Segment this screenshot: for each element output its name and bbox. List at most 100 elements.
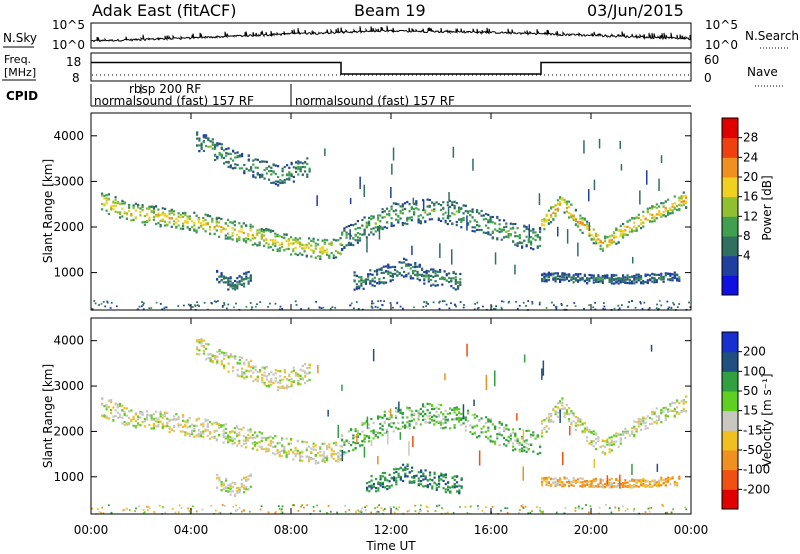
noise-cell	[455, 305, 457, 308]
echo-cell	[646, 281, 649, 284]
streak-cell	[363, 446, 366, 458]
echo-cell	[615, 281, 618, 284]
echo-cell	[263, 177, 266, 180]
echo-cell	[265, 366, 268, 369]
echo-cell	[527, 443, 530, 446]
echo-cell	[198, 339, 201, 342]
echo-cell	[480, 228, 483, 232]
echo-cell	[373, 276, 376, 279]
echo-cell	[588, 480, 591, 483]
echo-cell	[260, 233, 263, 236]
echo-cell	[312, 251, 315, 254]
echo-cell	[238, 222, 241, 225]
echo-cell	[615, 235, 618, 239]
echo-cell	[299, 252, 302, 255]
echo-cell	[615, 278, 618, 281]
noise-cell	[164, 306, 167, 309]
echo-cell	[514, 432, 517, 435]
radar-title: Adak East (fitACF)	[92, 1, 236, 20]
streak-cell	[562, 452, 564, 465]
echo-cell	[453, 204, 456, 207]
echo-cell	[256, 435, 259, 438]
colorbar-tick-label: 28	[743, 131, 758, 145]
noise-cell	[402, 307, 404, 310]
echo-cell	[229, 152, 232, 155]
echo-cell	[216, 360, 219, 364]
echo-cell	[624, 281, 627, 284]
echo-cell	[664, 407, 667, 410]
echo-cell	[417, 482, 420, 485]
echo-cell	[261, 173, 264, 176]
echo-cell	[227, 218, 230, 221]
echo-cell	[279, 379, 282, 382]
echo-cell	[424, 484, 427, 488]
echo-cell	[164, 415, 167, 418]
colorbar-tick-label: 100	[743, 364, 766, 378]
echo-cell	[389, 274, 392, 277]
echo-cell	[328, 254, 331, 257]
noise-cell	[360, 509, 362, 512]
echo-cell	[518, 450, 521, 453]
noise-cell	[648, 307, 651, 309]
echo-cell	[205, 358, 208, 361]
echo-cell	[610, 449, 613, 452]
echo-cell	[110, 208, 113, 211]
echo-cell	[662, 482, 665, 485]
noise-cell	[483, 512, 486, 515]
echo-cell	[232, 370, 235, 373]
echo-cell	[274, 235, 277, 238]
echo-cell	[386, 213, 389, 216]
noise-cell	[684, 506, 687, 509]
echo-cell	[386, 226, 389, 230]
echo-cell	[680, 204, 683, 207]
echo-cell	[428, 403, 431, 406]
echo-cell	[413, 207, 416, 210]
echo-cell	[671, 477, 674, 480]
echo-cell	[296, 449, 299, 452]
echo-cell	[454, 276, 457, 279]
echo-cell	[332, 238, 335, 241]
echo-cell	[241, 367, 244, 370]
noise-cell	[248, 510, 251, 513]
echo-cell	[294, 455, 297, 458]
echo-cell	[451, 486, 454, 489]
echo-cell	[401, 203, 404, 206]
echo-cell	[150, 211, 153, 214]
echo-cell	[288, 166, 291, 169]
noise-cell	[422, 306, 425, 308]
echo-cell	[288, 374, 291, 377]
noise-cell	[494, 307, 497, 310]
echo-cell	[644, 480, 647, 483]
echo-cell	[673, 271, 676, 274]
echo-cell	[308, 366, 311, 369]
echo-cell	[372, 227, 375, 230]
colorbar-tick-label: 8	[743, 229, 751, 243]
echo-cell	[532, 434, 535, 437]
noise-cell	[459, 301, 462, 303]
echo-cell	[556, 415, 559, 418]
echo-cell	[254, 166, 257, 169]
echo-cell	[186, 215, 189, 218]
echo-cell	[281, 385, 284, 388]
noise-cell	[644, 511, 647, 513]
echo-cell	[359, 444, 362, 447]
echo-cell	[277, 165, 280, 168]
echo-cell	[337, 457, 340, 460]
echo-cell	[360, 284, 363, 287]
noise-cell	[312, 506, 315, 508]
echo-cell	[583, 224, 586, 227]
echo-cell	[363, 233, 366, 236]
noise-cell	[425, 302, 428, 305]
noise-cell	[432, 301, 435, 304]
echo-cell	[377, 227, 380, 230]
echo-cell	[139, 211, 142, 214]
echo-cell	[574, 224, 577, 227]
echo-cell	[330, 449, 333, 452]
echo-cell	[166, 422, 169, 425]
echo-cell	[260, 432, 263, 435]
echo-cell	[197, 435, 200, 438]
echo-cell	[653, 410, 656, 413]
echo-cell	[400, 274, 403, 277]
noise-cell	[423, 301, 425, 303]
